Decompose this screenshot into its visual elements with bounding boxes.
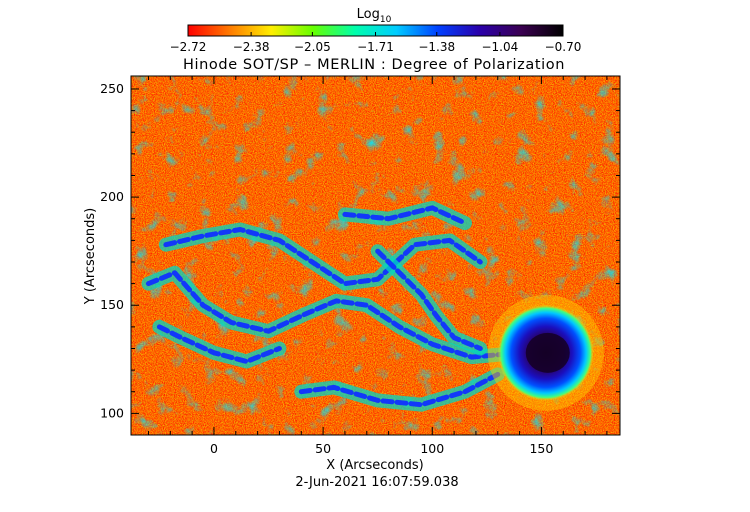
x-axis-label: X (Arcseconds) <box>326 458 423 473</box>
network-lane-core <box>298 371 501 408</box>
y-tick-label: 250 <box>100 81 124 96</box>
y-tick-label: 150 <box>100 297 124 312</box>
colorbar-tick-label: −2.72 <box>170 40 207 54</box>
y-axis-label: Y (Arcseconds) <box>83 208 98 305</box>
colorbar-ticks: −2.72 −2.38 −2.05 −1.71 −1.38 −1.04 −0.70 <box>170 32 582 54</box>
colorbar-label-sub: 10 <box>380 15 392 25</box>
colorbar-tick-label: −2.05 <box>294 40 331 54</box>
plot-area <box>131 76 620 435</box>
y-axis: 100 150 200 250 <box>100 81 620 420</box>
plot-frame <box>130 75 621 436</box>
colorbar-tick-label: −0.70 <box>545 40 582 54</box>
x-tick-label: 0 <box>210 441 218 456</box>
colorbar-label: Log10 <box>357 7 392 25</box>
colorbar-tick-label: −1.71 <box>357 40 394 54</box>
timestamp: 2-Jun-2021 16:07:59.038 <box>295 475 458 490</box>
network-lane-core <box>163 227 483 287</box>
colorbar-label-base: Log <box>357 7 380 22</box>
network-lane-core <box>342 205 468 226</box>
network-lane-core <box>156 324 282 364</box>
y-tick-label: 100 <box>100 405 124 420</box>
x-axis: 0 50 100 150 <box>147 76 608 456</box>
y-tick-label: 200 <box>100 189 124 204</box>
colorbar-tick-label: −2.38 <box>233 40 270 54</box>
sunspot-umbra <box>525 332 570 373</box>
x-tick-label: 150 <box>529 441 553 456</box>
heatmap-features <box>141 200 604 412</box>
network-lane-core <box>146 270 523 360</box>
chart-title: Hinode SOT/SP – MERLIN : Degree of Polar… <box>183 57 565 73</box>
x-tick-label: 50 <box>315 441 331 456</box>
colorbar-tick-label: −1.04 <box>481 40 518 54</box>
colorbar: Log10 −2.72 −2.38 −2.05 −1.71 −1.38 −1.04 −0.7… <box>170 7 582 54</box>
network-lane-core <box>375 248 483 351</box>
colorbar-tick-label: −1.38 <box>418 40 455 54</box>
x-tick-label: 100 <box>420 441 444 456</box>
